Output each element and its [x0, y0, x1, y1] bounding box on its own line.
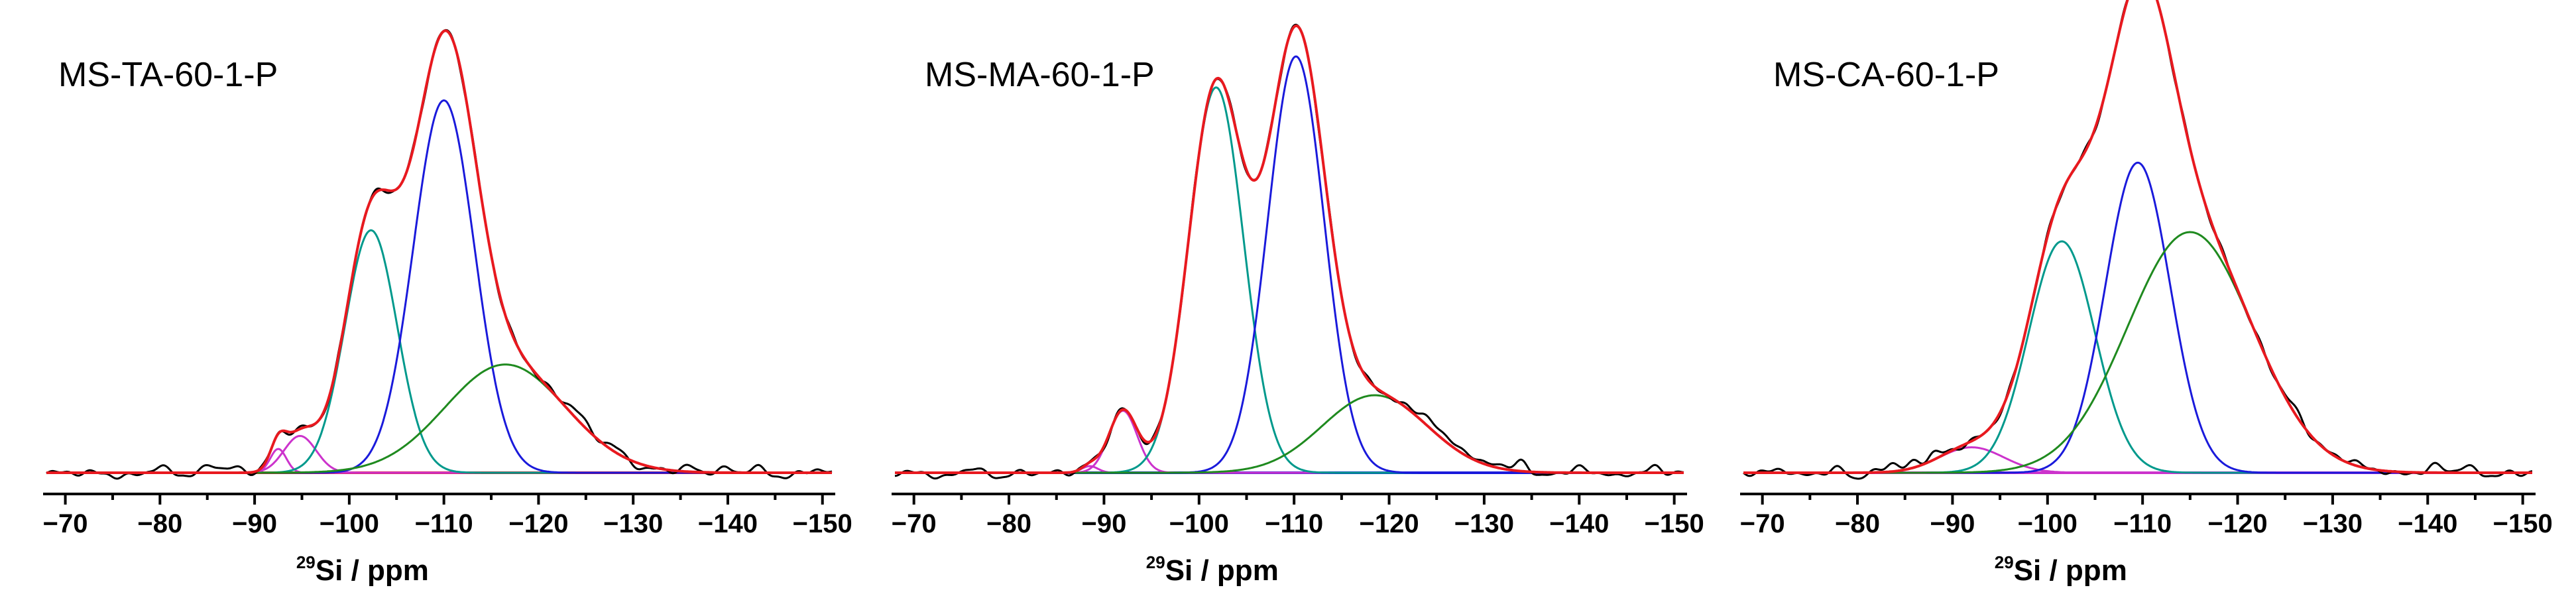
- chart-panel-3: −70 −80 −90 −100 −110 −120 −130 −140 −150 29Si / …: [1740, 0, 2553, 587]
- x-tick-label: −100: [1169, 509, 1229, 538]
- panel-title: MS-MA-60-1-P: [925, 56, 1155, 94]
- x-tick-label: −150: [2493, 509, 2553, 538]
- x-axis-title: 29Si / ppm: [1146, 552, 1279, 587]
- x-tick-label: −150: [1645, 509, 1704, 538]
- x-axis-title-main: Si / ppm: [316, 554, 429, 587]
- x-tick-label: −110: [2113, 509, 2172, 538]
- x-tick-label: −130: [1454, 509, 1514, 538]
- x-tick-label: −110: [1265, 509, 1323, 538]
- x-axis-title-main: Si / ppm: [2014, 554, 2127, 587]
- x-tick-label: −90: [232, 509, 277, 538]
- x-tick-label: −80: [1835, 509, 1880, 538]
- x-tick-label: −100: [2018, 509, 2078, 538]
- x-tick-label: −140: [2398, 509, 2457, 538]
- x-axis-title-superscript: 29: [1995, 552, 2014, 572]
- x-tick-label: −110: [415, 509, 473, 538]
- x-tick-label: −90: [1081, 509, 1126, 538]
- chart-panel-2: −70 −80 −90 −100 −110 −120 −130 −140 −150 29Si / …: [892, 23, 1704, 587]
- x-axis-title-superscript: 29: [296, 552, 316, 572]
- x-tick-label: −70: [892, 509, 937, 538]
- x-tick-label: −100: [320, 509, 379, 538]
- x-tick-label: −120: [1359, 509, 1419, 538]
- x-tick-label: −120: [508, 509, 568, 538]
- fitted-sum-curve: [46, 29, 833, 474]
- x-tick-label: −150: [793, 509, 852, 538]
- x-tick-label: −140: [698, 509, 758, 538]
- x-axis-title-superscript: 29: [1146, 552, 1165, 572]
- x-axis-title: 29Si / ppm: [1995, 552, 2127, 587]
- x-tick-label: −130: [2303, 509, 2363, 538]
- x-tick-label: −70: [1740, 509, 1785, 538]
- x-tick-label: −80: [137, 509, 182, 538]
- x-tick-label: −90: [1930, 509, 1975, 538]
- x-axis-title: 29Si / ppm: [296, 552, 429, 587]
- x-tick-label: −80: [986, 509, 1031, 538]
- fitted-sum-curve: [1743, 0, 2533, 474]
- x-tick-label: −70: [43, 509, 88, 538]
- fitted-sum-curve: [894, 24, 1684, 474]
- x-tick-label: −120: [2207, 509, 2267, 538]
- x-axis-title-main: Si / ppm: [1165, 554, 1279, 587]
- chart-panel-1: −70 −80 −90 −100 −110 −120 −130 −140 −150 29Si / …: [43, 29, 852, 587]
- panel-title: MS-TA-60-1-P: [58, 56, 278, 94]
- panel-title: MS-CA-60-1-P: [1773, 56, 1999, 94]
- x-tick-label: −130: [603, 509, 663, 538]
- x-tick-label: −140: [1549, 509, 1609, 538]
